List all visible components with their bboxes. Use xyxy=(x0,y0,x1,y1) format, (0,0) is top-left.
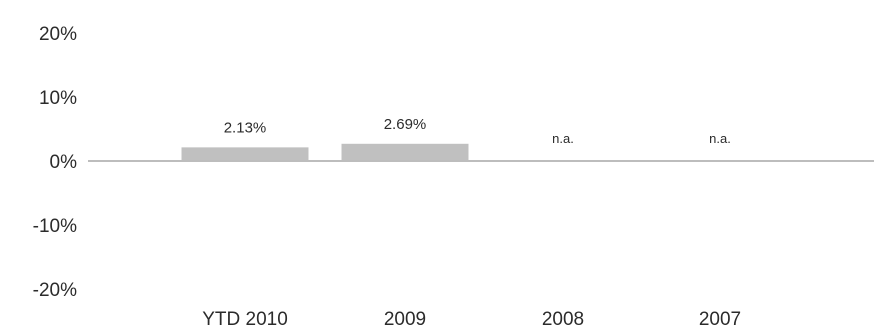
data-label: n.a. xyxy=(552,131,574,146)
bar xyxy=(341,143,469,161)
data-label: 2.69% xyxy=(384,116,427,133)
y-tick-label: 10% xyxy=(39,88,77,109)
data-label: n.a. xyxy=(709,131,731,146)
category-label: YTD 2010 xyxy=(202,309,288,330)
y-tick-label: 20% xyxy=(39,24,77,45)
y-tick-label: -10% xyxy=(33,216,77,237)
category-label: 2009 xyxy=(384,309,426,330)
category-label: 2008 xyxy=(542,309,584,330)
category-label: 2007 xyxy=(699,309,741,330)
bar xyxy=(181,147,309,161)
y-tick-label: 0% xyxy=(50,152,78,173)
data-label: 2.13% xyxy=(224,119,267,136)
y-tick-label: -20% xyxy=(33,280,77,301)
